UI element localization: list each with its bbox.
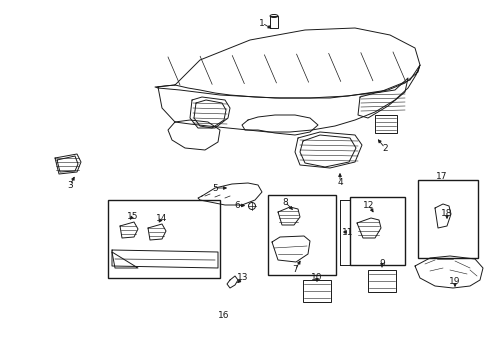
Text: 10: 10 xyxy=(311,273,322,282)
Text: 8: 8 xyxy=(282,198,287,207)
Bar xyxy=(417,180,477,258)
Bar xyxy=(267,195,335,275)
Text: 13: 13 xyxy=(237,274,248,283)
Text: 6: 6 xyxy=(234,201,240,210)
Text: 9: 9 xyxy=(378,260,384,269)
Text: 14: 14 xyxy=(156,213,167,222)
Bar xyxy=(303,280,330,302)
Bar xyxy=(349,197,404,265)
Text: 11: 11 xyxy=(342,228,353,237)
Text: 7: 7 xyxy=(291,266,297,274)
Text: 18: 18 xyxy=(440,208,452,217)
Text: 3: 3 xyxy=(67,180,73,189)
Bar xyxy=(374,115,396,133)
Bar xyxy=(108,200,220,278)
Text: 17: 17 xyxy=(435,171,447,180)
Text: 16: 16 xyxy=(218,310,229,320)
Text: 19: 19 xyxy=(448,278,460,287)
Text: 1: 1 xyxy=(259,18,264,27)
Bar xyxy=(367,270,395,292)
Text: 5: 5 xyxy=(212,184,218,193)
Text: 15: 15 xyxy=(127,212,139,220)
Text: 2: 2 xyxy=(382,144,387,153)
Bar xyxy=(269,16,278,28)
Text: 12: 12 xyxy=(363,201,374,210)
Text: 4: 4 xyxy=(337,177,342,186)
